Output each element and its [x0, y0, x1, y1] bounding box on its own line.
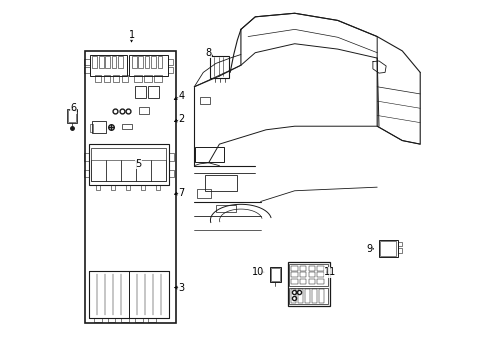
Bar	[317, 266, 324, 271]
Bar	[317, 273, 324, 278]
Bar	[105, 55, 110, 68]
Bar	[88, 271, 128, 318]
Bar	[269, 267, 281, 282]
Text: 10: 10	[251, 267, 264, 277]
Text: 8: 8	[205, 48, 211, 58]
Bar	[68, 110, 76, 122]
Bar	[215, 205, 235, 212]
Bar	[95, 75, 101, 82]
Bar	[397, 248, 401, 253]
Bar	[287, 262, 329, 306]
Bar	[290, 266, 297, 271]
Bar	[290, 289, 295, 303]
Bar	[88, 271, 169, 318]
Bar	[84, 153, 89, 161]
Bar	[122, 124, 132, 129]
Bar	[134, 75, 142, 82]
Text: 6: 6	[70, 103, 76, 113]
Bar	[380, 241, 395, 256]
Bar	[308, 266, 315, 271]
Text: 3: 3	[178, 283, 184, 293]
Bar	[128, 271, 169, 318]
Bar	[270, 268, 280, 281]
Bar	[197, 189, 210, 198]
Bar	[308, 279, 315, 284]
Bar	[92, 121, 105, 134]
Bar	[89, 124, 93, 132]
Bar	[154, 75, 162, 82]
Bar	[88, 144, 169, 185]
Bar	[144, 55, 149, 68]
Bar	[118, 55, 122, 68]
Bar	[204, 175, 237, 191]
Bar	[290, 273, 297, 278]
Bar	[299, 273, 306, 278]
Bar	[144, 75, 151, 82]
Bar	[308, 273, 315, 278]
Bar	[169, 153, 174, 161]
Bar	[299, 279, 306, 284]
Bar	[148, 86, 159, 98]
Bar	[311, 289, 317, 303]
Text: 7: 7	[178, 188, 184, 198]
Bar	[96, 185, 100, 190]
Bar	[125, 185, 130, 190]
Bar	[151, 55, 156, 68]
Bar	[169, 170, 174, 177]
Bar	[84, 59, 89, 64]
Text: 11: 11	[324, 267, 336, 277]
Bar	[141, 185, 145, 190]
Bar	[289, 264, 327, 286]
Bar	[121, 318, 129, 322]
Bar	[135, 86, 145, 98]
Bar	[84, 67, 89, 73]
Bar	[298, 289, 303, 303]
Text: 9: 9	[366, 244, 371, 254]
Text: 4: 4	[178, 91, 184, 101]
Bar	[112, 55, 116, 68]
Text: 2: 2	[178, 114, 184, 124]
Bar	[319, 289, 324, 303]
Bar	[290, 279, 297, 284]
Bar	[167, 59, 173, 64]
Bar	[91, 160, 106, 181]
Bar	[129, 55, 167, 76]
Bar	[135, 318, 142, 322]
Bar	[317, 279, 324, 284]
Bar	[94, 318, 102, 322]
Bar	[113, 75, 119, 82]
Bar	[99, 55, 103, 68]
Bar	[299, 266, 306, 271]
Bar	[148, 318, 156, 322]
Bar	[84, 170, 89, 177]
Bar	[106, 160, 121, 181]
Bar	[289, 288, 327, 304]
Bar	[67, 109, 77, 123]
Bar	[167, 67, 173, 73]
Bar	[122, 75, 128, 82]
Bar	[92, 55, 97, 68]
Bar	[85, 51, 176, 323]
Text: 5: 5	[135, 159, 142, 169]
Bar	[136, 160, 151, 181]
Bar	[138, 55, 142, 68]
Bar	[89, 55, 127, 76]
Bar	[195, 147, 223, 162]
Bar	[132, 55, 136, 68]
Bar	[158, 55, 162, 68]
Bar	[111, 185, 115, 190]
Bar	[151, 160, 166, 181]
Bar	[305, 289, 309, 303]
Bar	[199, 97, 210, 104]
Bar	[121, 160, 136, 181]
Bar	[107, 318, 115, 322]
Bar	[210, 55, 228, 78]
Bar	[91, 148, 166, 181]
Bar	[156, 185, 160, 190]
Bar	[139, 107, 149, 114]
Bar	[104, 75, 110, 82]
Bar	[397, 242, 401, 246]
Text: 1: 1	[128, 30, 134, 40]
Bar	[378, 240, 397, 257]
